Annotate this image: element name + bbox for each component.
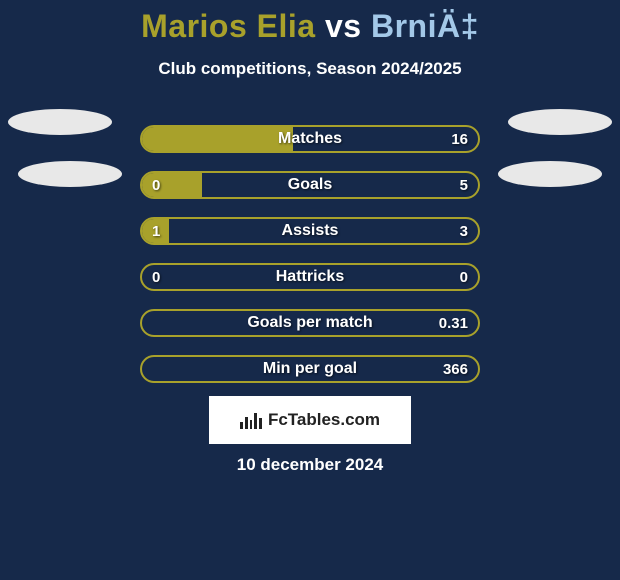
title-player-right: BrniÄ‡: [371, 8, 479, 44]
stat-bar: Hattricks0 0: [140, 263, 480, 291]
stat-bar-right-value: 5: [460, 173, 468, 197]
brand-text: FcTables.com: [268, 410, 380, 430]
date-text: 10 december 2024: [0, 455, 620, 475]
stat-bar-left-fill: [142, 219, 169, 243]
stat-bar-right-value: 16: [451, 127, 468, 151]
stat-bar-left-fill: [142, 127, 293, 151]
stat-bar: Goals05: [140, 171, 480, 199]
right-badge-2: [498, 161, 602, 187]
stat-bar-label: Assists: [142, 219, 478, 243]
title-vs: vs: [316, 8, 371, 44]
stat-bars: Matches16 Goals05 Assists13 Hattricks0 0 Goal…: [140, 125, 480, 401]
right-badge-1: [508, 109, 612, 135]
stat-bar-right-value: 3: [460, 219, 468, 243]
stat-bar-right-value: 366: [443, 357, 468, 381]
stat-bar: Matches16: [140, 125, 480, 153]
left-badge-2: [18, 161, 122, 187]
brand-badge: FcTables.com: [209, 396, 411, 444]
stat-bar-left-fill: [142, 173, 202, 197]
stat-bar: Assists13: [140, 217, 480, 245]
stat-bar-label: Hattricks: [142, 265, 478, 289]
stat-bar-left-value: 0: [152, 265, 160, 289]
stat-bar-label: Min per goal: [142, 357, 478, 381]
stat-bar: Min per goal366: [140, 355, 480, 383]
comparison-card: Marios Elia vs BrniÄ‡ Club competitions,…: [0, 0, 620, 580]
stat-bar-right-value: 0: [460, 265, 468, 289]
page-title: Marios Elia vs BrniÄ‡: [0, 0, 620, 45]
bar-chart-icon: [240, 411, 262, 429]
stat-bar: Goals per match0.31: [140, 309, 480, 337]
stat-bar-right-value: 0.31: [439, 311, 468, 335]
subtitle: Club competitions, Season 2024/2025: [0, 59, 620, 79]
stat-bar-label: Goals per match: [142, 311, 478, 335]
left-badge-1: [8, 109, 112, 135]
title-player-left: Marios Elia: [141, 8, 315, 44]
